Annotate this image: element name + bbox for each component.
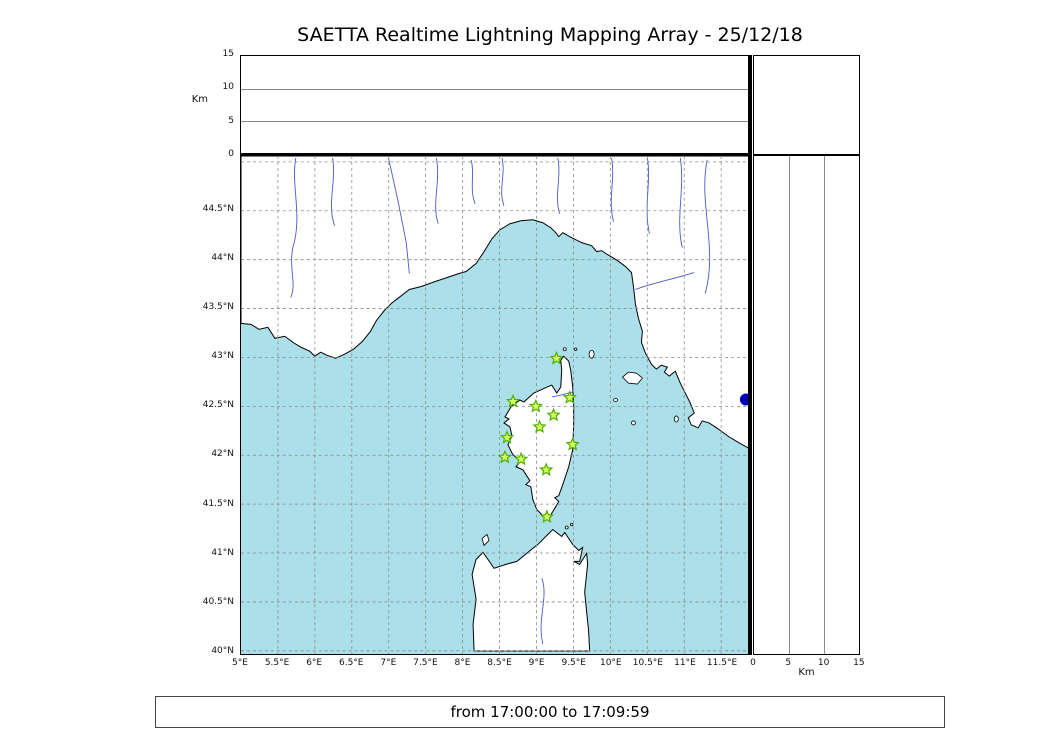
altitude-km-tick-label: 15 xyxy=(853,658,865,668)
capraia-island xyxy=(588,349,595,359)
sardinia-island xyxy=(471,528,591,652)
maddalena-islet-2 xyxy=(570,522,574,527)
station-marker xyxy=(513,451,529,466)
lat-tick-label: 42°N xyxy=(211,449,234,460)
lat-tick-label: 42.5°N xyxy=(202,400,234,411)
altitude-gridline-10km-right xyxy=(824,156,825,654)
lon-tick-label: 6.5°E xyxy=(338,658,364,668)
corner-panel xyxy=(753,55,860,155)
asinara-island xyxy=(481,533,490,547)
giraglia-islet xyxy=(562,347,567,352)
lon-tick-label: 5.5°E xyxy=(264,658,290,668)
station-marker xyxy=(497,449,513,464)
time-range-box: from 17:00:00 to 17:09:59 xyxy=(155,696,945,728)
altitude-latitude-panel xyxy=(753,155,860,655)
finocchiarola-islet xyxy=(574,347,578,351)
station-marker xyxy=(532,419,547,433)
lat-tick-label: 43.5°N xyxy=(202,302,234,313)
lat-tick-label: 44°N xyxy=(211,253,234,264)
altitude-tick-label: 15 xyxy=(222,49,234,59)
altitude-longitude-panel xyxy=(240,55,751,155)
station-marker xyxy=(549,350,564,365)
separator-vertical xyxy=(748,55,752,655)
altitude-gridline-5km-right xyxy=(788,156,790,654)
lat-tick-label: 40.5°N xyxy=(202,596,234,607)
station-marker xyxy=(499,430,515,444)
map-panel xyxy=(240,155,751,655)
station-marker xyxy=(528,398,544,413)
giglio-island xyxy=(673,415,679,423)
separator-horizontal xyxy=(240,153,752,156)
altitude-km-tick-label: 0 xyxy=(750,658,756,668)
time-range-text: from 17:00:00 to 17:09:59 xyxy=(450,703,650,721)
rivers xyxy=(290,157,711,298)
altitude-tick-label: 5 xyxy=(228,115,234,126)
sardinia-river xyxy=(540,578,545,645)
lon-tick-label: 11.5°E xyxy=(706,658,738,668)
lon-tick-label: 7°E xyxy=(380,658,397,668)
graticule-layer xyxy=(241,156,750,654)
altitude-axis-label-top: Km xyxy=(191,94,208,105)
lon-tick-label: 8.5°E xyxy=(487,658,512,668)
lat-tick-label: 43°N xyxy=(211,351,234,362)
station-marker xyxy=(539,462,554,477)
lon-tick-label: 6°E xyxy=(306,658,323,668)
lon-tick-label: 8°E xyxy=(454,658,471,668)
lat-tick-label: 41.5°N xyxy=(202,498,234,509)
lat-tick-label: 40°N xyxy=(211,645,234,656)
altitude-tick-label: 10 xyxy=(222,82,234,93)
elba-island xyxy=(621,371,643,385)
altitude-tick-label: 0 xyxy=(228,148,234,159)
map-svg xyxy=(241,156,750,654)
altitude-km-tick-label: 10 xyxy=(817,658,830,668)
station-marker xyxy=(562,390,577,404)
lon-tick-label: 9°E xyxy=(528,658,545,668)
lon-tick-label: 7.5°E xyxy=(413,658,438,668)
detection-marker xyxy=(739,393,750,406)
maddalena-islet xyxy=(564,525,569,530)
station-marker xyxy=(546,407,561,422)
altitude-axis-label-bottom: Km xyxy=(798,667,815,678)
altitude-gridline-5km xyxy=(241,121,750,123)
altitude-gridline-10km xyxy=(241,88,750,90)
chart-title: SAETTA Realtime Lightning Mapping Array … xyxy=(297,24,803,46)
stations-layer xyxy=(497,350,750,524)
lon-tick-label: 5°E xyxy=(232,658,248,668)
station-marker xyxy=(505,393,521,408)
lon-tick-label: 9.5°E xyxy=(561,658,586,668)
lat-tick-label: 44.5°N xyxy=(202,204,234,214)
montecristo-island xyxy=(631,420,636,426)
station-marker xyxy=(565,437,580,451)
lon-tick-label: 10.5°E xyxy=(632,658,663,668)
altitude-km-tick-label: 5 xyxy=(785,658,792,668)
pianosa-island xyxy=(613,398,618,402)
small-islands xyxy=(481,347,679,547)
lon-tick-label: 10°E xyxy=(599,658,622,668)
lon-tick-label: 11°E xyxy=(674,658,696,668)
station-marker xyxy=(539,509,555,524)
corsica-river xyxy=(551,391,573,398)
lat-tick-label: 41°N xyxy=(211,547,234,558)
